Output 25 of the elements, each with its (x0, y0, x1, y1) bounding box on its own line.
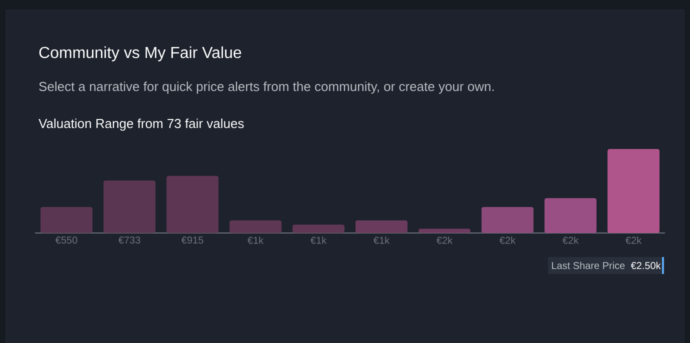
x-tick-label: €550 (55, 236, 78, 244)
bar (40, 206, 92, 233)
text: Valuation Range from 73 fair values (38, 118, 244, 131)
bar (356, 220, 408, 233)
x-tick-label: €2k (562, 236, 579, 244)
text: Last Share Price (552, 262, 625, 270)
x-tick-label: €1k (310, 236, 327, 244)
chart-subtitle: Select a narrative for quick price alerts from the community, or create your own. (39, 81, 494, 94)
bar (292, 224, 345, 233)
x-tick-label: €2k (436, 236, 453, 244)
x-tick-label: €1k (248, 236, 264, 244)
x-tick-label: €915 (181, 236, 204, 244)
bar (544, 198, 597, 233)
x-tick-label: €733 (118, 236, 140, 244)
bar (230, 220, 282, 233)
text: €2.50k (630, 262, 661, 270)
x-tick-label: €2k (626, 236, 642, 244)
x-tick-label: €2k (500, 236, 516, 244)
bar (104, 180, 156, 233)
x-tick-label: €1k (374, 236, 390, 244)
bar (482, 206, 534, 233)
chart-title: Community vs My Fair Value (39, 46, 242, 62)
bar (418, 228, 471, 233)
bar (608, 148, 660, 233)
bar (166, 176, 219, 233)
